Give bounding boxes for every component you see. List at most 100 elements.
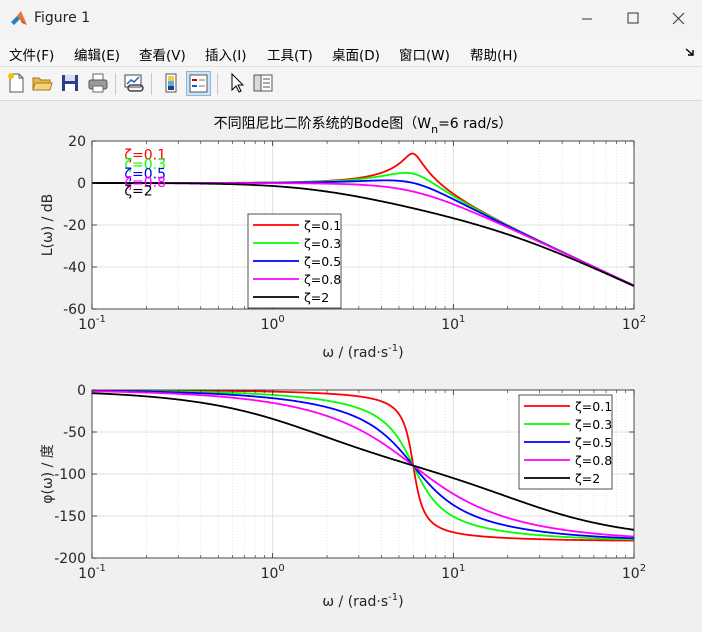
legend-label: ζ=0.5 — [304, 254, 341, 269]
legend-label: ζ=0.8 — [575, 453, 612, 468]
series-line — [92, 390, 634, 540]
series-line — [92, 390, 634, 541]
y-tick-label: -40 — [63, 260, 86, 276]
menu-bar: 文件(F) 编辑(E) 查看(V) 插入(I) 工具(T) 桌面(D) 窗口(W… — [0, 38, 702, 67]
x-tick-label: 101 — [441, 563, 465, 582]
x-tick-label: 101 — [441, 314, 465, 333]
folder-icon — [32, 77, 53, 91]
select-arrow-button[interactable] — [225, 71, 249, 95]
menu-tools[interactable]: 工具(T) — [267, 48, 313, 64]
x-tick-base: 10 — [78, 317, 96, 333]
series-line — [92, 392, 634, 531]
y-tick-label: -100 — [54, 467, 86, 483]
x-label-superscript: -1 — [388, 592, 398, 603]
y-tick-label: -150 — [54, 509, 86, 525]
figure-canvas: -60 -40 -20 0 20 10-1 100 101 102 ω / (rad·s-1) L(… — [0, 101, 702, 628]
y-tick-label: 0 — [77, 176, 86, 192]
toolbar — [0, 67, 702, 101]
x-tick-base: 10 — [622, 566, 640, 582]
title-end: =6 rad/s） — [438, 116, 512, 132]
menu-view[interactable]: 查看(V) — [139, 48, 186, 64]
menu-insert[interactable]: 插入(I) — [205, 48, 247, 64]
x-tick-exponent: 2 — [640, 314, 646, 325]
y-axis-label: φ(ω) / 度 — [40, 444, 56, 504]
zeta-annotation: ζ=0.1 — [124, 148, 166, 164]
zeta-annotation: ζ=2 — [124, 183, 152, 199]
menu-help[interactable]: 帮助(H) — [470, 48, 518, 64]
minimize-button[interactable] — [564, 0, 610, 38]
title-subscript: n — [431, 123, 438, 136]
series-group — [92, 390, 634, 542]
y-tick-label: 20 — [68, 134, 86, 150]
x-tick-label: 100 — [261, 563, 285, 582]
legend-label: ζ=0.3 — [304, 236, 341, 251]
y-tick-label: -20 — [63, 218, 86, 234]
x-tick-base: 10 — [78, 566, 96, 582]
chart-title: 不同阻尼比二阶系统的Bode图（Wn=6 rad/s） — [214, 116, 513, 136]
x-label-main: ω / (rad·s — [322, 345, 388, 361]
x-tick-label: 102 — [622, 563, 646, 582]
menu-edit[interactable]: 编辑(E) — [74, 48, 121, 64]
link-plot-button[interactable] — [122, 71, 146, 95]
save-button[interactable] — [58, 71, 82, 95]
x-tick-base: 10 — [261, 317, 279, 333]
menu-desktop[interactable]: 桌面(D) — [332, 48, 380, 64]
legend-label: ζ=2 — [575, 471, 600, 486]
legend-label: ζ=0.8 — [304, 272, 341, 287]
x-tick-base: 10 — [441, 317, 459, 333]
maximize-button[interactable] — [610, 0, 656, 38]
link-plot-icon — [124, 74, 144, 92]
matlab-logo-icon — [11, 11, 27, 25]
open-file-button[interactable] — [30, 71, 54, 95]
property-inspector-icon — [253, 74, 273, 92]
dock-arrow-icon[interactable] — [684, 46, 696, 58]
x-label-end: ) — [398, 345, 403, 361]
y-tick-label: -60 — [63, 302, 86, 318]
menu-window[interactable]: 窗口(W) — [399, 48, 450, 64]
x-tick-exponent: 0 — [278, 314, 284, 325]
y-tick-label: -200 — [54, 551, 86, 567]
window-title: Figure 1 — [34, 10, 91, 26]
menu-file[interactable]: 文件(F) — [9, 48, 55, 64]
legend-label: ζ=0.3 — [575, 417, 612, 432]
x-axis-label: ω / (rad·s-1) — [322, 343, 403, 361]
toolbar-separator — [217, 73, 218, 95]
x-label-superscript: -1 — [388, 343, 398, 354]
zeta-annotation: ζ=0.8 — [124, 175, 166, 191]
window-title-bar: Figure 1 — [0, 0, 702, 38]
x-tick-label: 10-1 — [78, 314, 106, 333]
legend: ζ=0.1 ζ=0.3 ζ=0.5 ζ=0.8 ζ=2 — [518, 394, 613, 490]
toolbar-separator — [151, 73, 152, 95]
property-inspector-button[interactable] — [251, 71, 275, 95]
y-axis-label: L(ω) / dB — [40, 194, 56, 257]
series-line — [92, 390, 634, 542]
legend-label: ζ=2 — [304, 290, 329, 305]
legend-label: ζ=0.1 — [304, 218, 341, 233]
x-axis-label: ω / (rad·s-1) — [322, 592, 403, 610]
x-tick-exponent: 1 — [459, 563, 465, 574]
insert-legend-button[interactable] — [186, 71, 211, 96]
series-line — [92, 182, 634, 287]
x-tick-exponent: 0 — [278, 563, 284, 574]
insert-colorbar-button[interactable] — [159, 71, 183, 95]
legend: ζ=0.1 ζ=0.3 ζ=0.5 ζ=0.8 ζ=2 — [247, 213, 342, 309]
minimize-icon — [582, 18, 592, 20]
zeta-annotation: ζ=0.5 — [124, 167, 166, 183]
x-tick-exponent: 2 — [640, 563, 646, 574]
save-icon — [62, 75, 78, 91]
zeta-annotation: ζ=0.3 — [124, 157, 166, 173]
x-tick-exponent: -1 — [96, 563, 106, 574]
close-button[interactable] — [656, 0, 702, 38]
new-figure-button[interactable] — [4, 71, 28, 95]
new-file-icon — [8, 73, 24, 93]
series-line — [92, 390, 634, 538]
title-main: 不同阻尼比二阶系统的Bode图（W — [214, 116, 432, 132]
toolbar-separator — [115, 73, 116, 95]
y-tick-label: 0 — [77, 383, 86, 399]
maximize-icon — [627, 12, 639, 24]
print-button[interactable] — [86, 71, 110, 95]
